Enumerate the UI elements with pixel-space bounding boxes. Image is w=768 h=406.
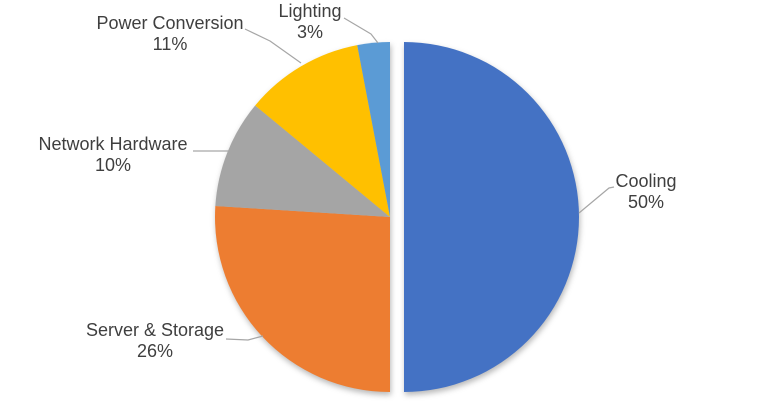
slice-label-cooling-pct: 50% <box>627 192 665 212</box>
slice-label-cooling: Cooling 50% <box>615 171 676 213</box>
slice-label-network-hardware-name: Network Hardware <box>38 134 188 154</box>
slice-label-server-storage-pct: 26% <box>136 341 174 361</box>
pie-slice-power-conversion <box>255 45 390 217</box>
slice-label-server-storage-name: Server & Storage <box>85 320 225 340</box>
leader-line-server-storage <box>225 335 264 341</box>
leader-lines <box>193 17 615 341</box>
slice-label-cooling-name: Cooling <box>615 171 677 191</box>
slice-label-lighting: Lighting 3% <box>278 1 341 43</box>
slice-label-lighting-name: Lighting <box>278 1 342 21</box>
leader-line-lighting <box>343 17 379 44</box>
slice-label-power-conversion-pct: 11% <box>152 34 188 54</box>
slice-label-network-hardware: Network Hardware 10% <box>38 134 187 176</box>
pie-slice-lighting <box>357 42 390 217</box>
slice-label-network-hardware-pct: 10% <box>94 155 132 175</box>
pie-slice-server-storage <box>215 206 390 392</box>
leader-line-power-conversion <box>244 28 302 64</box>
pie-slice-network-hardware <box>215 105 390 217</box>
leader-line-cooling <box>578 186 615 214</box>
slice-label-power-conversion-name: Power Conversion <box>96 13 244 33</box>
pie-slices <box>215 42 579 392</box>
slice-label-lighting-pct: 3% <box>296 22 323 42</box>
slice-label-power-conversion: Power Conversion 11% <box>96 13 243 55</box>
pie-slice-cooling <box>404 42 579 392</box>
slice-label-server-storage: Server & Storage 26% <box>86 320 224 362</box>
